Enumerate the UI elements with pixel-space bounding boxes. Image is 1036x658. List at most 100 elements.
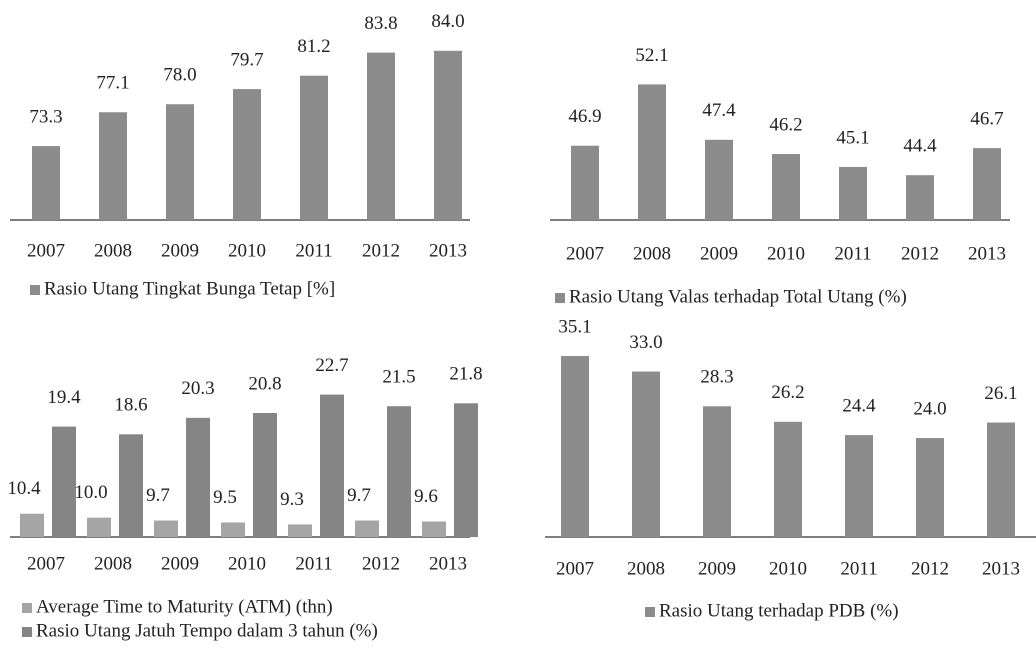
data-label: 9.7 [146,485,170,506]
bar [839,166,867,220]
legend-swatch [22,603,32,613]
bar [561,356,589,537]
bar [52,426,76,537]
data-label: 10.0 [74,482,107,503]
x-tick-label: 2009 [700,243,738,264]
data-label: 26.1 [984,383,1017,404]
data-label: 26.2 [771,382,804,403]
x-tick-label: 2011 [295,240,332,261]
legend-label: Rasio Utang Tingkat Bunga Tetap [%] [44,278,335,299]
legend-label: Rasio Utang terhadap PDB (%) [659,600,899,621]
bar [233,89,261,220]
legend-swatch [30,285,40,295]
legend-label: Rasio Utang Jatuh Tempo dalam 3 tahun (%… [36,620,378,641]
bar [987,422,1015,537]
bar [632,371,660,537]
bar [705,139,733,220]
data-label: 46.7 [970,108,1003,129]
data-label: 9.5 [213,487,237,508]
x-tick-label: 2011 [295,553,332,574]
data-label: 10.4 [7,478,41,499]
bar [454,403,478,537]
bar [387,406,411,537]
data-label: 22.7 [315,355,348,376]
x-tick-label: 2007 [556,558,594,579]
x-tick-label: 2008 [633,243,671,264]
data-label: 81.2 [297,36,330,57]
bar [906,175,934,220]
x-tick-label: 2012 [911,558,949,579]
x-tick-label: 2009 [161,240,199,261]
data-label: 46.9 [568,106,601,127]
bar [99,112,127,220]
bar [422,521,446,537]
data-label: 44.4 [903,136,937,157]
data-label: 47.4 [702,100,736,121]
data-label: 9.6 [414,486,438,507]
bar [87,517,111,537]
bar [154,520,178,537]
bar [253,413,277,537]
data-label: 73.3 [29,106,62,127]
bar [221,522,245,537]
x-tick-label: 2012 [362,240,400,261]
x-tick-label: 2012 [901,243,939,264]
data-label: 84.0 [431,11,464,32]
data-label: 83.8 [364,13,397,34]
bar [571,145,599,220]
data-label: 35.1 [558,316,591,337]
x-tick-label: 2010 [767,243,805,264]
data-label: 77.1 [96,73,129,94]
data-label: 9.3 [280,489,304,510]
bar [916,438,944,537]
data-label: 33.0 [629,332,662,353]
data-label: 20.8 [248,373,281,394]
data-label: 45.1 [836,127,869,148]
data-label: 52.1 [635,45,668,66]
bar [774,421,802,537]
bar [288,524,312,537]
x-tick-label: 2013 [982,558,1020,579]
legend-swatch [22,627,32,637]
x-tick-label: 2013 [429,240,467,261]
data-label: 78.0 [163,65,196,86]
x-tick-label: 2010 [228,240,266,261]
legend-label: Rasio Utang Valas terhadap Total Utang (… [569,286,907,307]
bar [973,148,1001,220]
bar [320,394,344,537]
x-tick-label: 2007 [27,240,65,261]
x-tick-label: 2009 [698,558,736,579]
data-label: 18.6 [114,395,147,416]
data-label: 79.7 [230,49,263,70]
x-tick-label: 2013 [429,553,467,574]
x-tick-label: 2009 [161,553,199,574]
bar [32,146,60,220]
data-label: 28.3 [700,367,733,388]
data-label: 24.4 [842,395,876,416]
bar [186,417,210,537]
x-tick-label: 2010 [769,558,807,579]
data-label: 24.0 [913,398,946,419]
legend-swatch [645,607,655,617]
bar [845,435,873,537]
bar [20,513,44,537]
x-tick-label: 2011 [840,558,877,579]
data-label: 46.2 [769,114,802,135]
bar [355,520,379,537]
x-tick-label: 2010 [228,553,266,574]
x-tick-label: 2011 [834,243,871,264]
data-label: 21.8 [449,364,482,385]
x-tick-label: 2008 [94,240,132,261]
bar [703,406,731,537]
bar [166,104,194,220]
bar [638,84,666,220]
data-label: 19.4 [47,387,81,408]
data-label: 20.3 [181,378,214,399]
x-tick-label: 2012 [362,553,400,574]
legend-swatch [555,293,565,303]
bar [772,153,800,220]
data-label: 9.7 [347,485,371,506]
data-label: 21.5 [382,367,415,388]
x-tick-label: 2008 [94,553,132,574]
